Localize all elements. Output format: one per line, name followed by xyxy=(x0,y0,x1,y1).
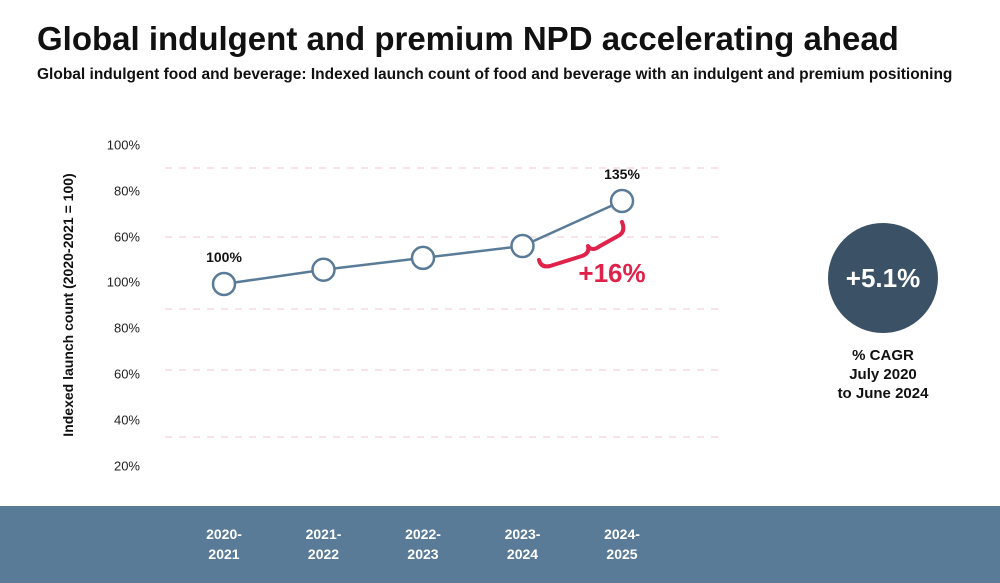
x-tick-line: 2020- xyxy=(206,526,242,542)
y-tick-label: 20% xyxy=(113,458,140,474)
x-tick-label: 2021- 2022 xyxy=(284,524,364,564)
chart-subtitle: Global indulgent food and beverage: Inde… xyxy=(37,66,953,83)
cagr-badge: +5.1% xyxy=(828,223,938,333)
series-line xyxy=(223,199,623,286)
y-tick-label: 80% xyxy=(113,183,140,199)
x-tick-line: 2021- xyxy=(305,526,342,542)
x-tick-label: 2022- 2023 xyxy=(383,524,463,564)
cagr-caption-line: % CAGR xyxy=(852,347,914,364)
data-label: 100% xyxy=(206,249,242,265)
x-tick-label: 2023- 2024 xyxy=(483,524,563,564)
data-point xyxy=(311,257,336,283)
x-tick-line: 2022- xyxy=(405,526,441,542)
x-tick-line: 2023 xyxy=(407,546,439,562)
x-tick-line: 2025 xyxy=(606,546,638,562)
cagr-caption: % CAGR July 2020 to June 2024 xyxy=(838,346,929,403)
chart-title: Global indulgent and premium NPD acceler… xyxy=(37,20,899,57)
data-label: 135% xyxy=(604,166,640,182)
y-tick-label: 60% xyxy=(113,366,140,382)
y-tick-label: 100% xyxy=(106,274,140,290)
cagr-caption-line: to June 2024 xyxy=(837,385,929,402)
x-tick-line: 2024 xyxy=(506,546,539,562)
data-point xyxy=(609,188,635,214)
data-point xyxy=(510,233,535,259)
x-axis-band xyxy=(0,506,1000,583)
cagr-caption-line: July 2020 xyxy=(849,366,917,383)
x-tick-label: 2024- 2025 xyxy=(582,524,662,564)
change-annotation: +16% xyxy=(578,258,646,288)
x-tick-line: 2022 xyxy=(307,546,340,562)
change-brace xyxy=(537,220,626,269)
y-tick-label: 80% xyxy=(113,320,140,336)
data-point xyxy=(410,245,436,271)
x-tick-label: 2020- 2021 xyxy=(184,524,264,564)
x-tick-line: 2023- xyxy=(504,526,541,542)
x-tick-line: 2024- xyxy=(604,526,640,542)
y-tick-label: 100% xyxy=(106,137,140,153)
y-tick-label: 40% xyxy=(113,412,140,428)
data-point xyxy=(211,271,237,297)
x-tick-line: 2021 xyxy=(208,546,240,562)
y-tick-label: 60% xyxy=(113,229,140,245)
